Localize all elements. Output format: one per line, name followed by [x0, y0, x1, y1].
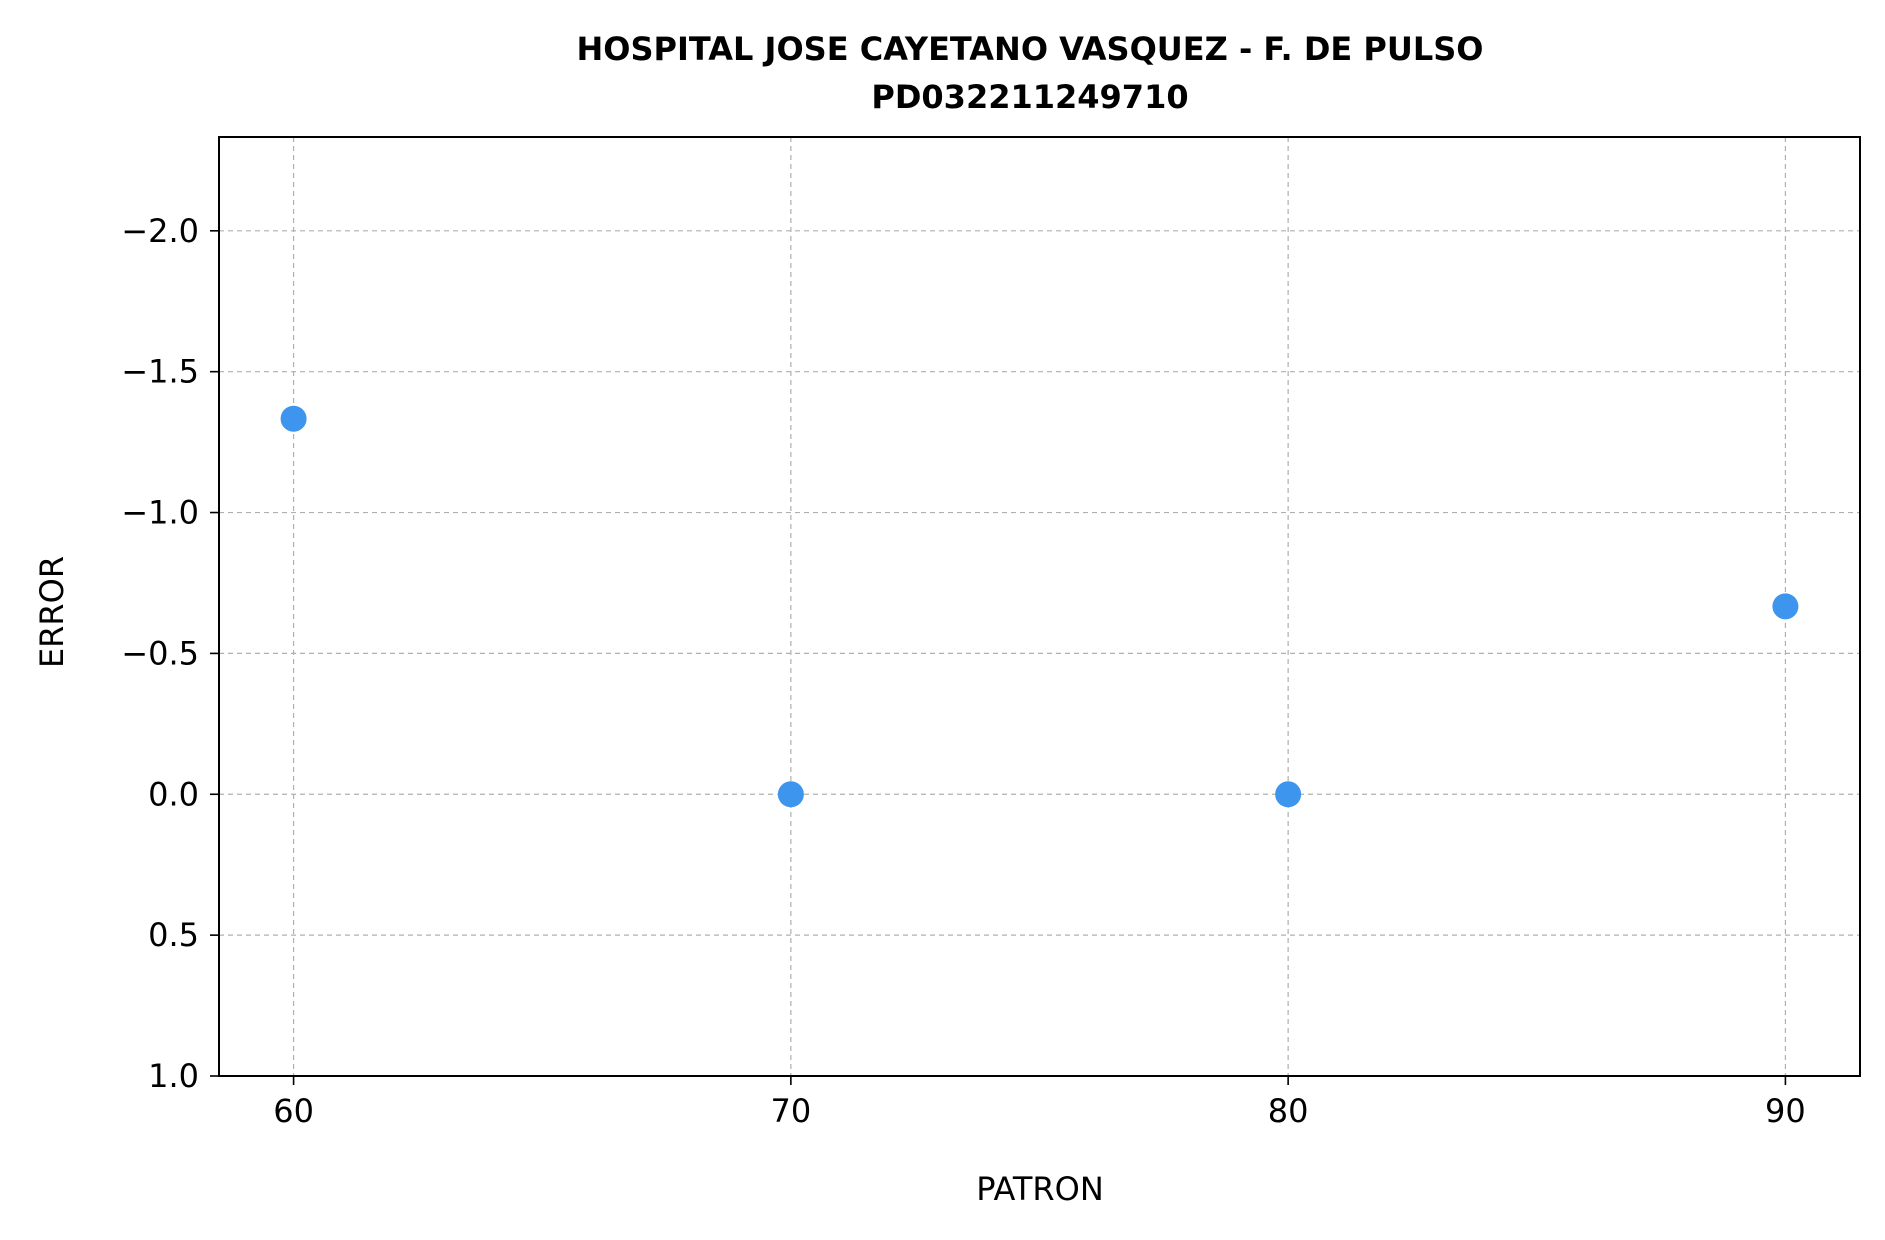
- x-axis-label: PATRON: [976, 1170, 1104, 1208]
- y-tick-label: −1.5: [121, 353, 199, 391]
- plot-frame: [218, 136, 1861, 1077]
- y-tick-label: 0.5: [148, 916, 199, 954]
- x-tick-label: 70: [771, 1092, 812, 1130]
- x-tick-label: 60: [273, 1092, 314, 1130]
- y-tick-label: 0.0: [148, 775, 199, 813]
- y-tick-label: −0.5: [121, 634, 199, 672]
- axis-ticks: 60 70 80 90 −2.0 −1.5 −1.0 −0.5 0.0 0.5 1.0: [121, 212, 1805, 1130]
- chart-subtitle: PD032211249710: [871, 78, 1188, 116]
- y-tick-label: 1.0: [148, 1057, 199, 1095]
- data-points: [280, 405, 1799, 808]
- y-axis-label: ERROR: [33, 556, 71, 668]
- data-point: [280, 405, 307, 432]
- data-point: [777, 781, 804, 808]
- data-point: [1275, 781, 1302, 808]
- y-tick-label: −1.0: [121, 494, 199, 532]
- y-tick-label: −2.0: [121, 212, 199, 250]
- data-point: [1772, 593, 1799, 620]
- chart-title: HOSPITAL JOSE CAYETANO VASQUEZ - F. DE P…: [577, 30, 1484, 68]
- x-tick-label: 80: [1268, 1092, 1309, 1130]
- grid: [219, 137, 1860, 1077]
- x-tick-label: 90: [1765, 1092, 1806, 1130]
